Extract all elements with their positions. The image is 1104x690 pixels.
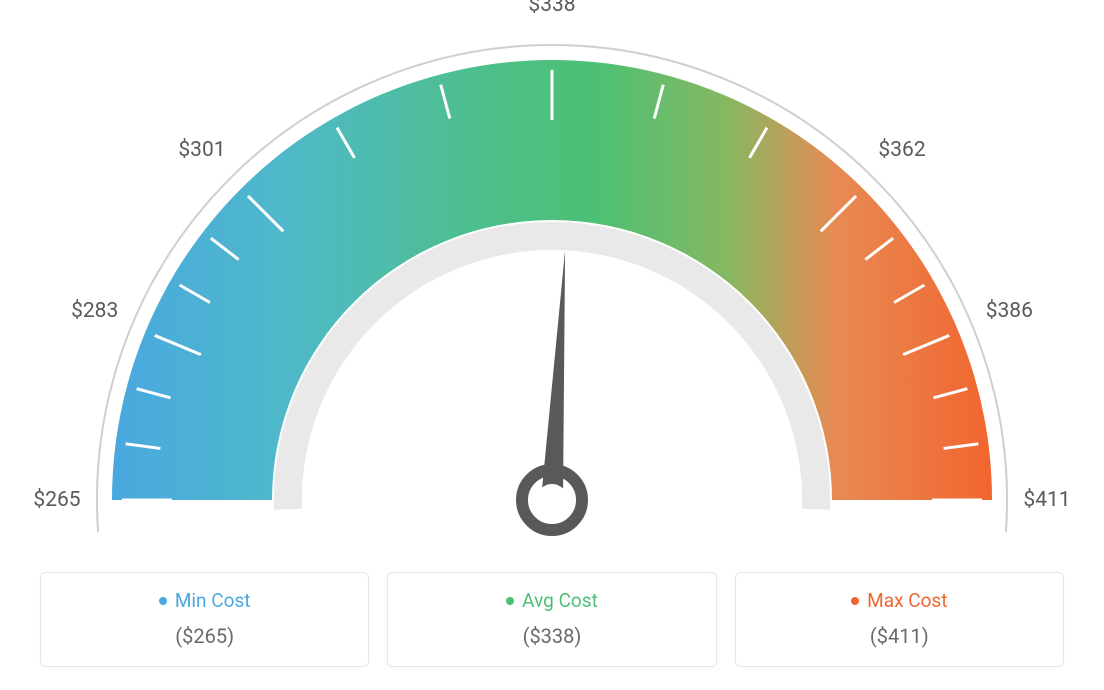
gauge-tick-label: $338 bbox=[528, 0, 575, 17]
legend-dot-avg bbox=[506, 597, 514, 605]
gauge-svg bbox=[0, 0, 1104, 560]
gauge-tick-label: $362 bbox=[878, 138, 925, 162]
legend-dot-min bbox=[159, 597, 167, 605]
legend-label-min: Min Cost bbox=[175, 589, 251, 612]
legend-card-max: Max Cost ($411) bbox=[735, 572, 1064, 667]
legend-value-min: ($265) bbox=[41, 624, 368, 648]
legend-row: Min Cost ($265) Avg Cost ($338) Max Cost… bbox=[0, 572, 1104, 667]
cost-gauge: $265 $283 $301 $338 $362 $386 $411 bbox=[0, 0, 1104, 560]
legend-card-avg: Avg Cost ($338) bbox=[387, 572, 716, 667]
gauge-tick-label: $283 bbox=[71, 299, 118, 323]
gauge-tick-label: $411 bbox=[1023, 488, 1070, 512]
legend-label-avg: Avg Cost bbox=[522, 589, 598, 612]
gauge-tick-label: $386 bbox=[986, 299, 1033, 323]
legend-title-min: Min Cost bbox=[159, 589, 251, 612]
legend-card-min: Min Cost ($265) bbox=[40, 572, 369, 667]
gauge-tick-label: $301 bbox=[178, 138, 225, 162]
legend-value-max: ($411) bbox=[736, 624, 1063, 648]
legend-value-avg: ($338) bbox=[388, 624, 715, 648]
gauge-tick-label: $265 bbox=[33, 488, 80, 512]
legend-title-max: Max Cost bbox=[851, 589, 947, 612]
legend-title-avg: Avg Cost bbox=[506, 589, 598, 612]
legend-label-max: Max Cost bbox=[867, 589, 947, 612]
legend-dot-max bbox=[851, 597, 859, 605]
